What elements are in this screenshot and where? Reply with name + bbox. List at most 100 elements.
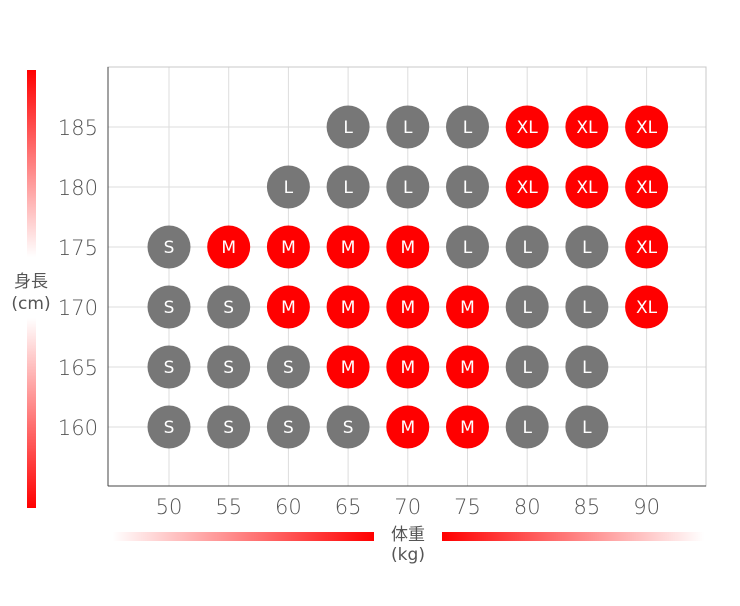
size-marker: XL <box>625 165 669 209</box>
x-tick-label: 65 <box>335 495 362 519</box>
size-marker-circle <box>565 105 609 149</box>
size-marker: M <box>266 225 310 269</box>
y-tick-labels: 160 165 170 175 180 185 <box>58 116 98 440</box>
size-marker-label: L <box>582 358 592 378</box>
size-marker-circle <box>505 105 549 149</box>
size-marker: S <box>207 405 251 449</box>
size-marker-circle <box>207 285 251 329</box>
size-marker: M <box>386 345 430 389</box>
x-tick-label: 70 <box>394 495 421 519</box>
size-marker-circle <box>266 165 310 209</box>
size-marker-label: M <box>281 238 296 258</box>
size-marker-circle <box>207 405 251 449</box>
size-marker-label: S <box>223 298 234 318</box>
size-marker-circle <box>326 165 370 209</box>
size-marker: M <box>446 345 489 389</box>
size-marker: M <box>386 405 430 449</box>
size-marker-circle <box>147 345 191 389</box>
size-marker-circle <box>625 225 669 269</box>
size-marker-label: M <box>400 238 415 258</box>
y-tick-label: 165 <box>58 356 98 380</box>
size-marker: S <box>207 285 251 329</box>
size-marker: L <box>565 285 609 329</box>
x-tick-label: 80 <box>514 495 541 519</box>
size-marker: XL <box>565 165 609 209</box>
y-axis-title: 身長 <box>14 272 48 292</box>
x-gradient-bar-right <box>442 532 704 541</box>
size-marker-circle <box>326 225 370 269</box>
size-marker-label: XL <box>636 298 658 318</box>
size-marker: S <box>266 345 310 389</box>
size-marker-label: S <box>283 358 294 378</box>
size-marker: XL <box>505 165 549 209</box>
size-marker-label: XL <box>576 178 598 198</box>
size-marker-label: L <box>522 298 532 318</box>
size-marker-circle <box>505 405 549 449</box>
y-tick-label: 180 <box>58 176 98 200</box>
size-marker-label: XL <box>636 238 658 258</box>
x-tick-label: 50 <box>156 495 183 519</box>
size-marker-circle <box>266 285 310 329</box>
size-marker-label: M <box>281 298 296 318</box>
size-marker: XL <box>625 285 669 329</box>
size-marker-label: L <box>522 358 532 378</box>
size-marker: L <box>565 405 609 449</box>
size-marker-label: M <box>341 238 356 258</box>
size-marker-circle <box>625 285 669 329</box>
size-marker-circle <box>505 165 549 209</box>
size-marker: S <box>147 345 191 389</box>
size-marker-circle <box>565 285 609 329</box>
size-marker-circle <box>446 345 489 389</box>
size-marker-label: L <box>463 118 473 138</box>
x-tick-label: 90 <box>633 495 660 519</box>
size-marker-label: M <box>400 298 415 318</box>
x-gradient-bar-left <box>112 532 374 541</box>
size-marker-circle <box>505 225 549 269</box>
size-marker: L <box>326 105 370 149</box>
size-marker: L <box>446 165 489 209</box>
size-marker-circle <box>446 225 489 269</box>
size-marker: M <box>446 405 489 449</box>
size-marker-label: L <box>463 178 473 198</box>
size-marker: L <box>505 345 549 389</box>
size-marker-circle <box>326 285 370 329</box>
size-marker: XL <box>625 105 669 149</box>
size-marker: M <box>386 225 430 269</box>
size-marker: L <box>446 225 489 269</box>
size-marker-label: L <box>582 418 592 438</box>
size-marker: M <box>326 225 370 269</box>
x-axis-title: 体重 <box>391 525 425 545</box>
size-marker: M <box>386 285 430 329</box>
size-marker: S <box>147 405 191 449</box>
y-tick-label: 170 <box>58 296 98 320</box>
size-marker-circle <box>266 225 310 269</box>
x-axis-unit: (kg) <box>391 545 425 565</box>
size-marker: S <box>326 405 370 449</box>
size-marker-label: S <box>164 298 175 318</box>
size-marker: L <box>505 285 549 329</box>
size-marker-circle <box>565 345 609 389</box>
size-marker-label: S <box>164 238 175 258</box>
size-marker-circle <box>386 105 430 149</box>
size-marker-circle <box>565 225 609 269</box>
x-tick-label: 85 <box>574 495 601 519</box>
size-marker-label: M <box>341 358 356 378</box>
x-tick-label: 60 <box>275 495 302 519</box>
size-marker-circle <box>147 225 191 269</box>
size-marker-circle <box>505 285 549 329</box>
size-marker-label: L <box>343 118 353 138</box>
y-gradient-bar-top <box>27 70 36 257</box>
size-marker: L <box>326 165 370 209</box>
size-marker: M <box>207 225 251 269</box>
size-marker-circle <box>505 345 549 389</box>
size-marker-circle <box>386 285 430 329</box>
size-marker-label: M <box>341 298 356 318</box>
size-marker-label: L <box>522 418 532 438</box>
size-marker-circle <box>386 165 430 209</box>
size-marker-label: S <box>343 418 354 438</box>
size-marker: XL <box>565 105 609 149</box>
size-marker: S <box>147 285 191 329</box>
x-tick-label: 75 <box>454 495 481 519</box>
size-marker-label: XL <box>517 118 539 138</box>
size-marker-label: L <box>284 178 294 198</box>
